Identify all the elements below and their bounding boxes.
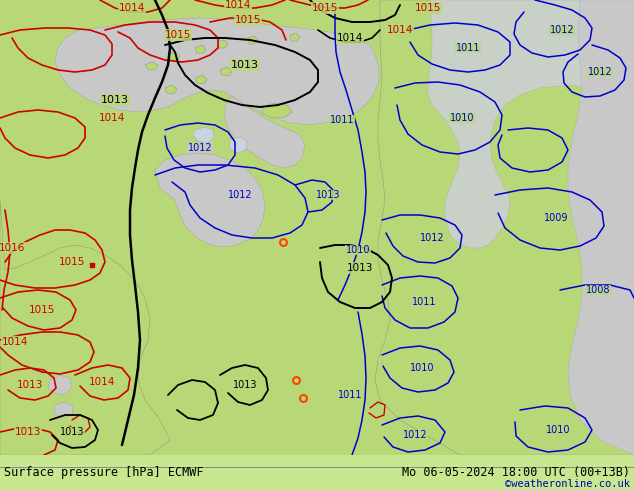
- Text: 1015: 1015: [59, 257, 85, 267]
- Text: 1010: 1010: [346, 245, 370, 255]
- Polygon shape: [225, 98, 305, 168]
- Text: 1013: 1013: [347, 263, 373, 273]
- Bar: [0, 466, 634, 468]
- Text: ©weatheronline.co.uk: ©weatheronline.co.uk: [505, 479, 630, 489]
- Text: 1014: 1014: [89, 377, 115, 387]
- Text: 1012: 1012: [588, 67, 612, 77]
- Text: 1012: 1012: [228, 190, 252, 200]
- Text: 1011: 1011: [456, 43, 480, 53]
- Polygon shape: [290, 33, 300, 41]
- Polygon shape: [54, 402, 73, 418]
- Polygon shape: [195, 45, 206, 53]
- Polygon shape: [0, 200, 170, 455]
- Text: 1014: 1014: [387, 25, 413, 35]
- Text: 1014: 1014: [119, 3, 145, 13]
- Text: 1013: 1013: [233, 380, 257, 390]
- Polygon shape: [248, 36, 258, 44]
- Text: 1011: 1011: [338, 390, 362, 400]
- Text: 1013: 1013: [231, 60, 259, 70]
- Polygon shape: [145, 62, 158, 70]
- Text: 1015: 1015: [415, 3, 441, 13]
- Text: 1010: 1010: [546, 425, 570, 435]
- Text: 1011: 1011: [411, 297, 436, 307]
- Text: 1012: 1012: [420, 233, 444, 243]
- Text: 1014: 1014: [225, 0, 251, 10]
- Polygon shape: [55, 18, 380, 125]
- Text: 1013: 1013: [15, 427, 41, 437]
- Text: 1012: 1012: [403, 430, 427, 440]
- Polygon shape: [195, 75, 207, 84]
- Polygon shape: [168, 52, 180, 60]
- Polygon shape: [48, 375, 72, 395]
- Polygon shape: [568, 0, 634, 455]
- Text: 1015: 1015: [165, 30, 191, 40]
- Polygon shape: [218, 40, 228, 48]
- Text: 1014: 1014: [99, 113, 125, 123]
- Text: 1011: 1011: [330, 115, 354, 125]
- Polygon shape: [262, 103, 292, 118]
- Text: 1010: 1010: [410, 363, 434, 373]
- Text: 1015: 1015: [312, 3, 338, 13]
- Text: 1010: 1010: [450, 113, 474, 123]
- Text: 1008: 1008: [586, 285, 611, 295]
- Text: 1012: 1012: [550, 25, 574, 35]
- Polygon shape: [193, 127, 214, 143]
- Text: 1013: 1013: [101, 95, 129, 105]
- Text: 1016: 1016: [0, 243, 25, 253]
- Text: 1012: 1012: [188, 143, 212, 153]
- Text: 1013: 1013: [316, 190, 340, 200]
- Polygon shape: [220, 67, 232, 76]
- Text: 1014: 1014: [337, 33, 363, 43]
- Polygon shape: [155, 153, 265, 247]
- Polygon shape: [230, 137, 247, 153]
- Polygon shape: [375, 0, 634, 455]
- Polygon shape: [428, 0, 634, 248]
- Text: 1013: 1013: [60, 427, 84, 437]
- Polygon shape: [165, 85, 177, 94]
- Text: 1009: 1009: [544, 213, 568, 223]
- Text: 1015: 1015: [235, 15, 261, 25]
- Text: 1015: 1015: [29, 305, 55, 315]
- Text: 1013: 1013: [17, 380, 43, 390]
- Text: 1014: 1014: [2, 337, 28, 347]
- Text: Mo 06-05-2024 18:00 UTC (00+13B): Mo 06-05-2024 18:00 UTC (00+13B): [402, 466, 630, 479]
- Text: Surface pressure [hPa] ECMWF: Surface pressure [hPa] ECMWF: [4, 466, 204, 479]
